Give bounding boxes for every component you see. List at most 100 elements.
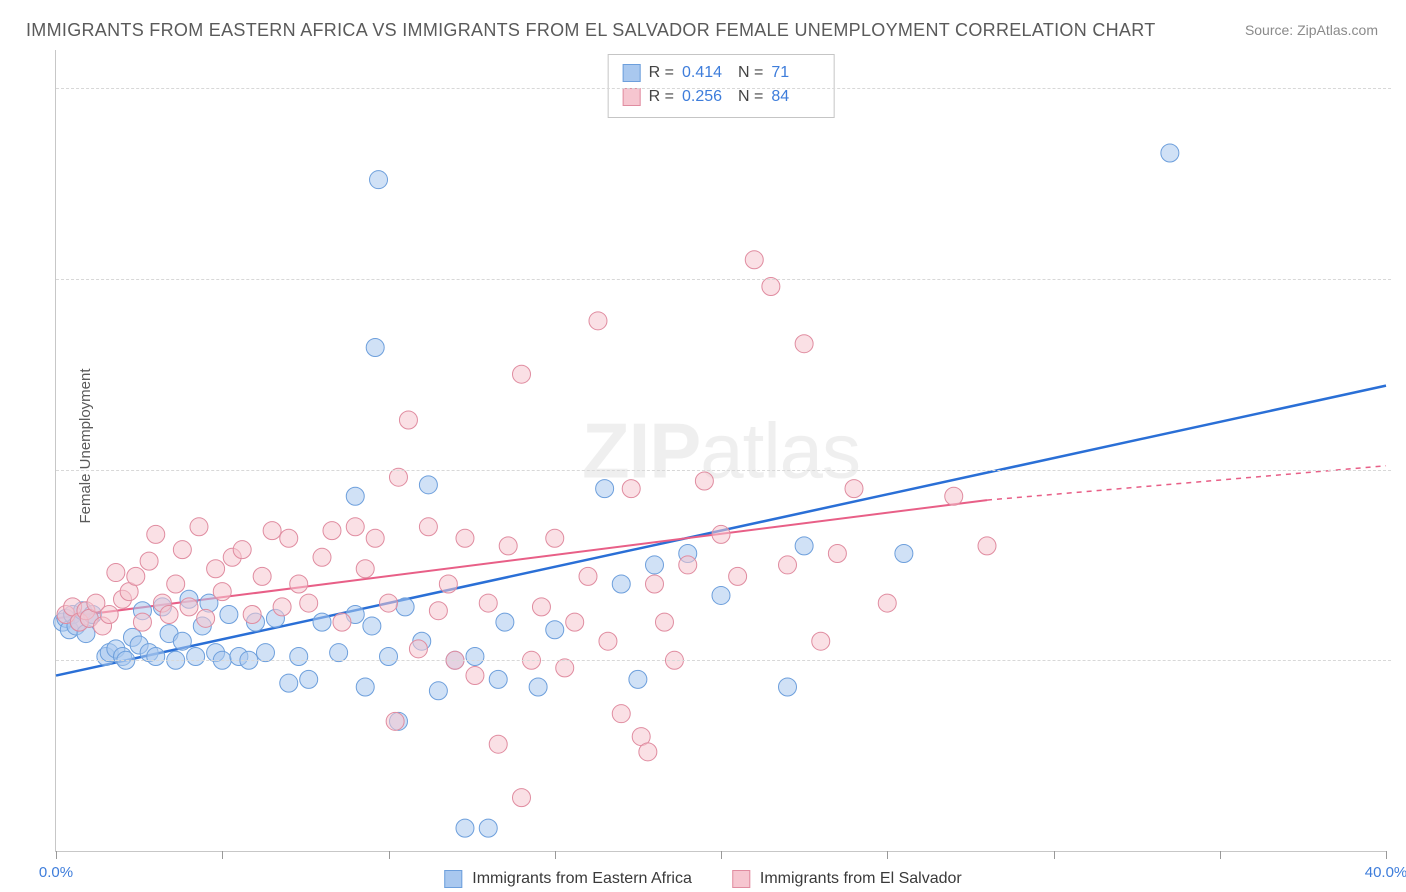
data-point: [566, 613, 584, 631]
data-point: [280, 674, 298, 692]
data-point: [945, 487, 963, 505]
data-point: [107, 564, 125, 582]
n-value-1: 71: [771, 61, 819, 85]
data-point: [456, 819, 474, 837]
data-point: [386, 712, 404, 730]
data-point: [313, 548, 331, 566]
data-point: [479, 594, 497, 612]
data-point: [466, 667, 484, 685]
data-point: [213, 583, 231, 601]
data-point: [100, 606, 118, 624]
x-tick: [1220, 851, 1221, 859]
y-tick-label: 10.0%: [1391, 461, 1406, 478]
data-point: [479, 819, 497, 837]
data-point: [190, 518, 208, 536]
data-point: [546, 621, 564, 639]
y-tick-label: 5.0%: [1391, 652, 1406, 669]
data-point: [629, 670, 647, 688]
data-point: [140, 552, 158, 570]
data-point: [712, 586, 730, 604]
legend-swatch-1: [444, 870, 462, 888]
data-point: [762, 277, 780, 295]
data-point: [127, 567, 145, 585]
data-point: [173, 632, 191, 650]
data-point: [419, 476, 437, 494]
data-point: [845, 480, 863, 498]
data-point: [233, 541, 251, 559]
data-point: [639, 743, 657, 761]
data-point: [828, 544, 846, 562]
x-tick: [1054, 851, 1055, 859]
data-point: [256, 644, 274, 662]
data-point: [646, 556, 664, 574]
data-point: [978, 537, 996, 555]
x-tick: [555, 851, 556, 859]
data-point: [356, 678, 374, 696]
data-point: [300, 670, 318, 688]
data-point: [779, 678, 797, 696]
y-tick-label: 15.0%: [1391, 270, 1406, 287]
data-point: [679, 556, 697, 574]
data-point: [399, 411, 417, 429]
legend-label-1: Immigrants from Eastern Africa: [472, 870, 692, 888]
data-point: [396, 598, 414, 616]
x-tick: [222, 851, 223, 859]
gridline: [56, 88, 1391, 89]
data-point: [300, 594, 318, 612]
data-point: [273, 598, 291, 616]
data-point: [812, 632, 830, 650]
data-point: [596, 480, 614, 498]
data-point: [895, 544, 913, 562]
data-point: [147, 647, 165, 665]
r-label-1: R =: [649, 61, 674, 85]
data-point: [612, 575, 630, 593]
data-point: [346, 487, 364, 505]
data-point: [795, 537, 813, 555]
data-point: [878, 594, 896, 612]
data-point: [366, 529, 384, 547]
data-point: [599, 632, 617, 650]
source-label: Source: ZipAtlas.com: [1245, 22, 1378, 38]
x-tick-label: 0.0%: [39, 864, 73, 881]
data-point: [180, 598, 198, 616]
stats-box: R = 0.414 N = 71 R = 0.256 N = 84: [608, 54, 835, 118]
data-point: [529, 678, 547, 696]
gridline: [56, 660, 1391, 661]
data-point: [496, 613, 514, 631]
data-point: [795, 335, 813, 353]
data-point: [429, 682, 447, 700]
data-point: [243, 606, 261, 624]
data-point: [695, 472, 713, 490]
gridline: [56, 470, 1391, 471]
x-tick: [56, 851, 57, 859]
data-point: [389, 468, 407, 486]
data-point: [330, 644, 348, 662]
legend-label-2: Immigrants from El Salvador: [760, 870, 962, 888]
data-point: [346, 518, 364, 536]
chart-title: IMMIGRANTS FROM EASTERN AFRICA VS IMMIGR…: [26, 20, 1156, 41]
x-tick: [887, 851, 888, 859]
data-point: [147, 525, 165, 543]
data-point: [323, 522, 341, 540]
data-point: [419, 518, 437, 536]
data-point: [1161, 144, 1179, 162]
data-point: [712, 525, 730, 543]
data-point: [313, 613, 331, 631]
data-point: [253, 567, 271, 585]
swatch-series-2: [623, 88, 641, 106]
y-tick-label: 20.0%: [1391, 80, 1406, 97]
legend-item-1: Immigrants from Eastern Africa: [444, 870, 692, 888]
x-tick: [1386, 851, 1387, 859]
data-point: [655, 613, 673, 631]
data-point: [729, 567, 747, 585]
data-point: [207, 560, 225, 578]
r-value-1: 0.414: [682, 61, 730, 85]
data-point: [263, 522, 281, 540]
data-point: [532, 598, 550, 616]
data-point: [513, 365, 531, 383]
x-tick: [721, 851, 722, 859]
data-point: [133, 613, 151, 631]
x-tick: [389, 851, 390, 859]
data-point: [439, 575, 457, 593]
data-point: [167, 575, 185, 593]
